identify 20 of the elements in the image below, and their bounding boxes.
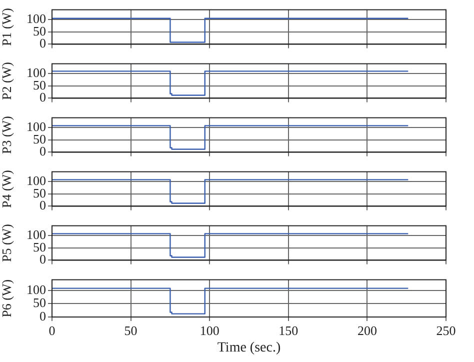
y-tick-label: 100: [26, 282, 46, 297]
x-tick-label: 250: [436, 323, 456, 338]
x-axis-title: Time (sec.): [217, 340, 281, 356]
x-tick-label: 50: [124, 323, 138, 338]
y-tick-label: 0: [40, 308, 46, 324]
y-axis-title: P6 (W): [0, 279, 14, 318]
y-axis-title: P1 (W): [0, 8, 14, 46]
y-axis-title: P5 (W): [0, 224, 14, 262]
y-tick-label: 0: [40, 198, 46, 213]
y-tick-label: 0: [40, 90, 46, 105]
y-tick-label: 0: [40, 144, 46, 159]
y-axis-title: P4 (W): [0, 170, 14, 208]
y-axis-title: P2 (W): [0, 62, 14, 100]
y-tick-label: 0: [40, 36, 46, 51]
y-axis-title: P3 (W): [0, 116, 14, 154]
y-tick-label: 0: [40, 252, 46, 267]
x-tick-label: 200: [357, 323, 377, 338]
y-tick-label: 50: [33, 295, 46, 310]
x-tick-label: 150: [278, 323, 298, 338]
x-tick-label: 100: [200, 323, 220, 338]
